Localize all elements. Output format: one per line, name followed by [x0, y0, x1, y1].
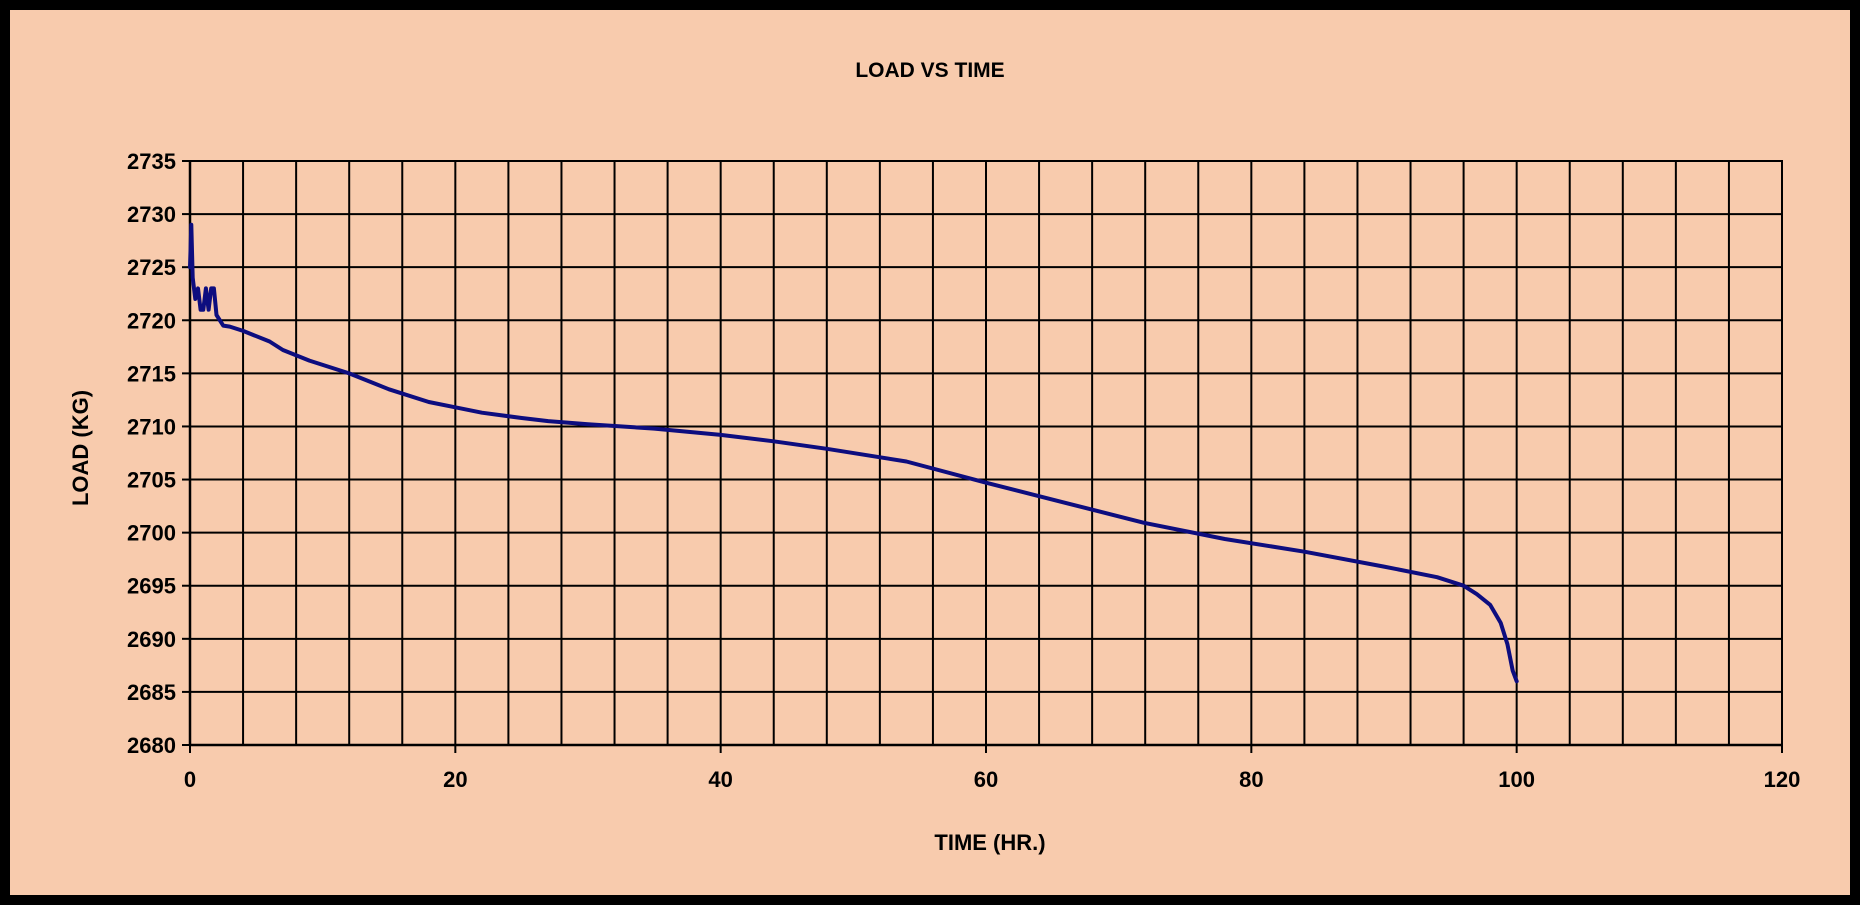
y-tick-label: 2735 [127, 149, 176, 174]
y-tick-label: 2685 [127, 680, 176, 705]
chart-title: LOAD VS TIME [855, 59, 1004, 82]
y-tick-label: 2730 [127, 202, 176, 227]
x-tick-label: 60 [974, 767, 998, 792]
axes [182, 160, 1783, 753]
x-tick-label: 40 [708, 767, 732, 792]
x-tick-label: 0 [184, 767, 196, 792]
x-tick-label: 100 [1498, 767, 1535, 792]
x-tick-label: 120 [1764, 767, 1801, 792]
x-tick-label: 80 [1239, 767, 1263, 792]
y-axis-title: LOAD (KG) [68, 390, 93, 506]
y-tick-label: 2680 [127, 733, 176, 758]
y-tick-label: 2690 [127, 627, 176, 652]
x-tick-labels: 0 20 40 60 80 100 120 [184, 767, 1800, 792]
series-layer [188, 222, 1519, 684]
x-tick-label: 20 [443, 767, 467, 792]
y-tick-label: 2715 [127, 361, 176, 386]
y-tick-label: 2705 [127, 468, 176, 493]
x-axis-title: TIME (HR.) [934, 830, 1045, 855]
y-tick-label: 2720 [127, 308, 176, 333]
y-tick-label: 2725 [127, 255, 176, 280]
y-tick-label: 2695 [127, 574, 176, 599]
y-tick-labels: 2680 2685 2690 2695 2700 2705 2710 2715 2720 2725… [127, 149, 176, 758]
y-tick-label: 2700 [127, 521, 176, 546]
y-tick-label: 2710 [127, 414, 176, 439]
load-series-line [188, 222, 1519, 684]
